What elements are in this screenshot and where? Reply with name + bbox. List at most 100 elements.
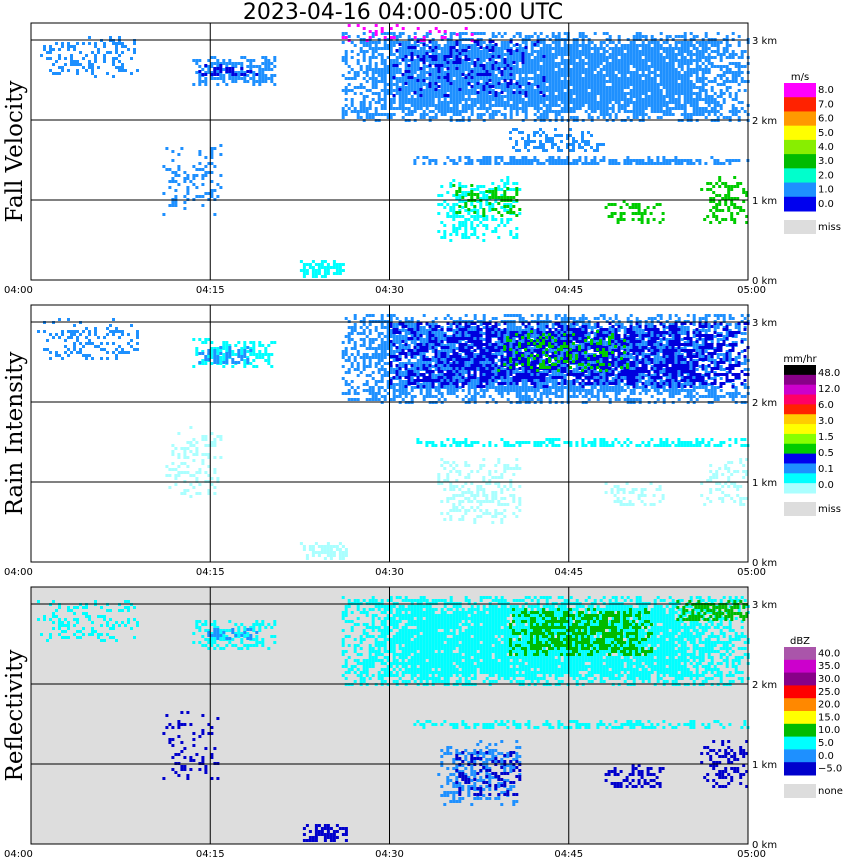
echo-cell [428,347,432,350]
echo-cell [695,35,699,38]
echo-cell [404,113,408,116]
echo-cell [650,104,654,107]
echo-cell [635,83,639,86]
echo-cell [716,32,720,35]
echo-cell [740,71,744,74]
echo-cell [431,159,435,162]
echo-cell [706,188,710,191]
echo-cell [689,62,693,65]
echo-cell [578,50,582,53]
echo-cell [419,41,423,44]
echo-cell [722,98,726,101]
echo-cell [58,318,61,321]
echo-cell [353,86,357,89]
echo-cell [563,110,567,113]
echo-cell [401,73,405,76]
echo-cell [437,85,441,88]
echo-cell [216,361,220,364]
echo-cell [524,65,528,68]
echo-cell [344,98,348,101]
echo-cell [623,68,627,71]
echo-cell [371,389,375,392]
echo-cell [407,344,411,347]
echo-cell [344,86,348,89]
echo-cell [677,86,681,89]
echo-cell [371,398,375,401]
echo-cell [611,62,615,65]
echo-cell [344,383,348,386]
echo-cell [674,35,678,38]
echo-cell [509,82,513,85]
echo-cell [518,91,522,94]
echo-cell [482,56,486,59]
echo-cell [527,98,531,101]
echo-cell [413,329,417,332]
echo-cell [55,72,58,75]
echo-cell [704,95,708,98]
echo-cell [593,162,597,165]
echo-cell [551,74,555,77]
echo-cell [401,50,405,53]
echo-cell [734,77,738,80]
echo-cell [599,101,603,104]
echo-cell [174,174,178,177]
echo-cell [356,386,360,389]
echo-cell [195,174,199,177]
echo-cell [455,67,459,70]
echo-cell [542,53,546,56]
echo-cell [252,77,256,80]
echo-cell [530,101,534,104]
echo-cell [527,77,531,80]
echo-cell [548,107,552,110]
echo-cell [440,74,444,77]
echo-cell [377,359,381,362]
echo-cell [371,50,375,53]
echo-cell [617,47,621,50]
echo-cell [192,174,196,177]
echo-cell [458,182,462,185]
echo-cell [653,104,657,107]
echo-cell [737,41,741,44]
echo-cell [569,134,572,137]
echo-cell [665,71,669,74]
echo-cell [386,392,390,395]
echo-cell [623,159,627,162]
echo-cell [88,339,91,342]
echo-cell [368,347,372,350]
echo-cell [255,73,259,76]
echo-cell [560,59,564,62]
echo-cell [455,95,459,98]
echo-cell [512,59,516,62]
echo-cell [398,365,402,368]
echo-cell [634,212,638,215]
echo-cell [578,146,581,149]
echo-cell [389,377,393,380]
echo-cell [551,146,554,149]
echo-cell [228,62,232,65]
echo-cell [742,188,746,191]
echo-cell [503,95,507,98]
echo-cell [383,92,387,95]
echo-cell [710,56,714,59]
echo-cell [410,98,414,101]
echo-cell [701,74,705,77]
echo-cell [52,48,55,51]
echo-cell [392,44,396,47]
echo-cell [452,206,456,209]
echo-cell [374,65,378,68]
echo-cell [365,314,369,317]
echo-cell [485,56,489,59]
echo-cell [620,68,624,71]
echo-cell [461,185,465,188]
echo-cell [548,56,552,59]
echo-cell [386,83,390,86]
echo-cell [216,62,220,65]
echo-cell [704,32,708,35]
echo-cell [392,323,396,326]
echo-cell [554,128,557,131]
echo-cell [174,171,178,174]
echo-cell [731,62,735,65]
echo-cell [130,72,133,75]
echo-cell [264,359,268,362]
echo-cell [398,350,402,353]
